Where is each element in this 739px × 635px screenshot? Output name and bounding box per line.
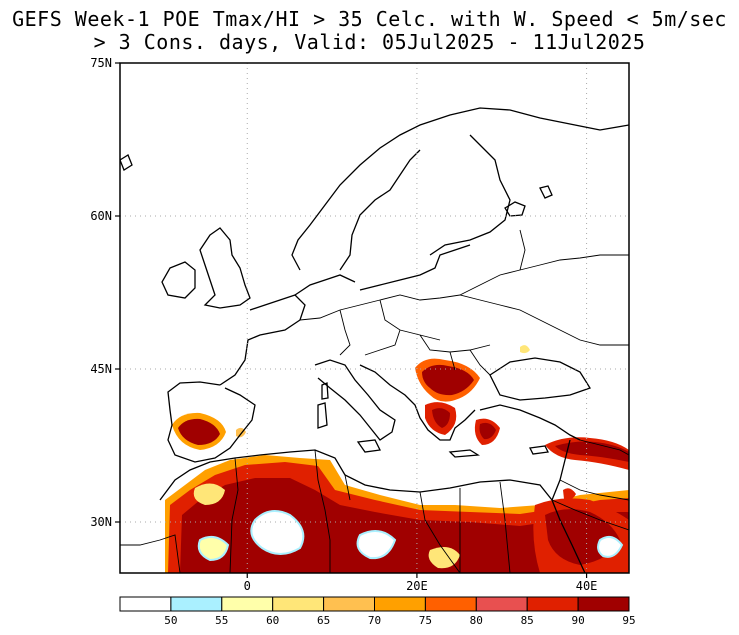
great-britain — [199, 227, 251, 309]
turkey-south-coast — [479, 404, 581, 441]
norway-coast — [291, 107, 629, 271]
north-sea-coast — [294, 274, 356, 296]
map-title-line-2: > 3 Cons. days, Valid: 05Jul2025 - 11Jul… — [93, 30, 646, 54]
france-coast — [219, 294, 306, 386]
colorbar-label: 65 — [317, 614, 330, 627]
colorbar-label: 80 — [470, 614, 483, 627]
sahara-low-prob-hole-2 — [197, 535, 230, 562]
colorbar-swatch — [119, 596, 172, 612]
middle-east-light-hole — [597, 535, 624, 558]
border-network-north-africa — [229, 449, 511, 573]
sahara-low-prob-hole-3 — [356, 530, 397, 560]
levant-spot — [563, 488, 576, 500]
south-turkey-darkred-band — [555, 441, 629, 462]
north-africa-coast — [159, 449, 553, 501]
colorbar-swatch — [221, 596, 274, 612]
border-network-west-africa — [120, 534, 181, 573]
sardinia — [317, 402, 328, 429]
finland-coast — [429, 134, 511, 256]
red-sea-coast — [551, 499, 586, 573]
colorbar-swatch — [272, 596, 325, 612]
north-atlantic-island — [120, 154, 133, 171]
border-network-east — [459, 229, 629, 346]
iberia-darkred-area — [178, 418, 220, 445]
colorbar-label: 60 — [266, 614, 279, 627]
colorbar-swatch — [323, 596, 376, 612]
colorbar-label: 85 — [521, 614, 534, 627]
border-network-middle-east — [551, 439, 629, 531]
lake-ladoga — [504, 201, 526, 217]
probability-fill-layer — [165, 345, 629, 573]
cyprus — [529, 445, 549, 455]
lon-tick-label: 40E — [576, 579, 598, 593]
colorbar-label: 95 — [622, 614, 635, 627]
colorbar-swatch — [475, 596, 528, 612]
country-border-layer — [120, 229, 629, 573]
baltic-coast — [359, 244, 471, 291]
colorbar-swatch — [577, 596, 630, 612]
sweden-coast — [339, 149, 421, 271]
black-sea — [489, 357, 591, 401]
lake-onega — [539, 185, 553, 199]
sicily — [356, 439, 381, 453]
colorbar-swatch — [526, 596, 579, 612]
border-network-central-europe — [299, 294, 491, 376]
colorbar-swatch — [424, 596, 477, 612]
levant-coast — [551, 439, 571, 501]
coastline-layer — [120, 107, 629, 573]
colorbar-label: 75 — [419, 614, 432, 627]
graticule-grid — [120, 63, 629, 573]
greece-darkred-area — [432, 408, 450, 428]
lat-tick-label: 60N — [90, 209, 112, 223]
iberia-coast — [167, 381, 256, 463]
colorbar-swatch — [374, 596, 426, 612]
lat-tick-label: 45N — [90, 362, 112, 376]
colorbar-swatch — [170, 596, 223, 612]
map-title-line-1: GEFS Week-1 POE Tmax/HI > 35 Celc. with … — [12, 7, 727, 31]
sahara-low-prob-hole-4 — [428, 546, 460, 569]
axis-layer: 75N 60N 45N 30N 0 20E 40E — [90, 56, 597, 593]
lon-tick-label: 0 — [244, 579, 251, 593]
map-frame — [119, 62, 630, 574]
italy-coast — [314, 359, 396, 441]
corsica — [321, 382, 329, 400]
crete — [448, 449, 480, 458]
nw-africa-light-area — [193, 483, 225, 505]
colorbar-label: 70 — [368, 614, 381, 627]
colorbar: 50 55 60 65 70 75 80 85 90 95 — [119, 596, 636, 627]
lat-tick-label: 30N — [90, 515, 112, 529]
ireland — [161, 261, 196, 299]
colorbar-label: 50 — [164, 614, 177, 627]
lon-tick-label: 20E — [406, 579, 428, 593]
lat-tick-label: 75N — [90, 56, 112, 70]
colorbar-label: 55 — [215, 614, 228, 627]
colorbar-label: 90 — [571, 614, 584, 627]
black-sea-coast-spot — [520, 345, 530, 354]
adriatic-east-coast — [359, 364, 476, 441]
balkans-darkred-area — [422, 364, 474, 396]
west-turkey-darkred-area — [479, 422, 496, 440]
